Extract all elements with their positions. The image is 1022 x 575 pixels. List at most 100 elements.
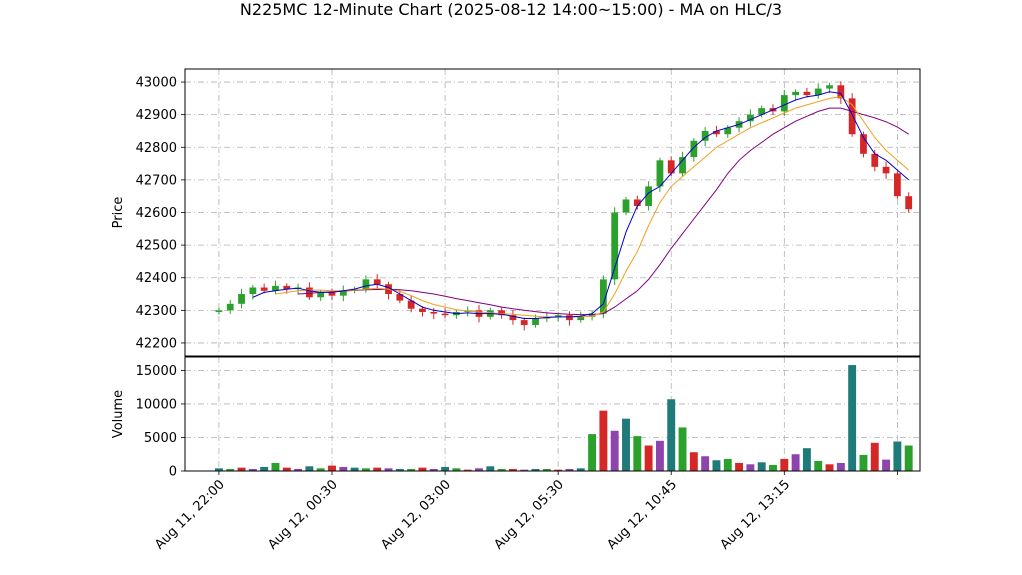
candle-body bbox=[419, 308, 426, 312]
volume-bar bbox=[791, 454, 800, 471]
candle-body bbox=[339, 290, 347, 296]
candle-body bbox=[272, 285, 279, 291]
price-tick-label: 42700 bbox=[136, 173, 177, 188]
x-tick-label: Aug 12, 00:30 bbox=[265, 477, 341, 553]
moving-averages bbox=[252, 91, 910, 319]
volume-bar bbox=[226, 468, 235, 471]
volume-bar bbox=[723, 458, 732, 471]
candle-body bbox=[249, 287, 257, 295]
volume-bar bbox=[599, 410, 608, 471]
volume-axis-label: Volume bbox=[111, 390, 126, 438]
volume-bar bbox=[339, 466, 348, 471]
price-tick-label: 42400 bbox=[136, 271, 177, 286]
volume-bar bbox=[282, 467, 291, 471]
volume-bar bbox=[610, 430, 619, 471]
volume-bar bbox=[870, 442, 879, 471]
candle-body bbox=[893, 173, 901, 197]
volume-bar bbox=[814, 460, 823, 471]
volume-bar bbox=[260, 466, 269, 471]
volume-bar bbox=[452, 468, 461, 471]
x-tick-label: Aug 12, 13:15 bbox=[718, 477, 794, 553]
candle-body bbox=[362, 279, 370, 290]
candle-body bbox=[622, 199, 630, 213]
candle-body bbox=[238, 294, 245, 304]
volume-bar bbox=[294, 468, 303, 471]
ma-slow-line bbox=[298, 107, 909, 316]
chart-title: N225MC 12-Minute Chart (2025-08-12 14:00… bbox=[239, 0, 783, 19]
volume-bar bbox=[904, 445, 913, 471]
price-tick-label: 42300 bbox=[136, 304, 177, 319]
volume-bar bbox=[316, 468, 325, 471]
volume-tick-label: 5000 bbox=[144, 431, 177, 446]
volume-bar bbox=[520, 469, 529, 471]
volume-bar bbox=[237, 467, 246, 471]
candle-body bbox=[837, 85, 845, 99]
volume-tick-label: 10000 bbox=[136, 397, 177, 412]
candle-body bbox=[713, 130, 720, 135]
x-tick-label: Aug 12, 03:00 bbox=[378, 477, 454, 553]
volume-bar bbox=[384, 468, 393, 471]
volume-bar bbox=[746, 464, 755, 471]
candle-body bbox=[746, 114, 754, 122]
candle-body bbox=[826, 85, 833, 89]
x-tick-label: Aug 12, 05:30 bbox=[491, 477, 567, 553]
volume-bar bbox=[463, 469, 472, 471]
candle-body bbox=[260, 287, 268, 291]
volume-bar bbox=[373, 467, 382, 471]
volume-bar bbox=[248, 468, 257, 471]
volume-bar bbox=[667, 399, 676, 471]
volume-bar bbox=[407, 468, 416, 471]
volume-bar bbox=[395, 468, 404, 471]
volume-bar bbox=[214, 468, 223, 471]
volume-bar bbox=[542, 468, 551, 471]
volume-tick-label: 0 bbox=[169, 465, 177, 480]
candle-body bbox=[520, 320, 528, 326]
candle-body bbox=[532, 318, 539, 326]
candle-body bbox=[407, 300, 415, 309]
candle-body bbox=[871, 153, 879, 167]
candle-body bbox=[498, 310, 506, 316]
candle-body bbox=[226, 303, 234, 311]
volume-bar bbox=[565, 468, 574, 471]
candle-body bbox=[814, 88, 822, 96]
volume-panel-frame bbox=[184, 356, 921, 472]
volume-bars bbox=[214, 365, 913, 471]
volume-bar bbox=[882, 459, 891, 471]
price-tick-label: 42900 bbox=[136, 108, 177, 123]
price-tick-label: 42500 bbox=[136, 239, 177, 254]
candle-body bbox=[905, 196, 913, 210]
candle-body bbox=[577, 316, 585, 321]
candle-body bbox=[848, 98, 856, 135]
ma-mid-line bbox=[275, 96, 910, 318]
volume-bar bbox=[802, 448, 811, 471]
candle-body bbox=[554, 315, 562, 317]
candle-body bbox=[701, 130, 709, 141]
volume-bar bbox=[554, 469, 563, 471]
volume-bar bbox=[633, 436, 642, 471]
volume-bar bbox=[508, 468, 517, 471]
candle-body bbox=[656, 160, 664, 187]
candle-body bbox=[441, 313, 449, 316]
candle-body bbox=[679, 157, 686, 174]
volume-bar bbox=[836, 462, 845, 471]
candles bbox=[215, 81, 913, 331]
x-tick-label: Aug 11, 22:00 bbox=[152, 477, 228, 553]
volume-bar bbox=[486, 466, 495, 471]
volume-bar bbox=[497, 468, 506, 471]
candle-body bbox=[792, 91, 800, 96]
candle-body bbox=[780, 95, 788, 112]
axes: 42200 42300 42400 42500 42600 42700 42800 42900… bbox=[111, 68, 921, 553]
x-tick-label: Aug 12, 10:45 bbox=[605, 477, 681, 553]
volume-bar bbox=[350, 467, 359, 471]
volume-bar bbox=[644, 445, 653, 471]
candle-body bbox=[430, 311, 438, 314]
volume-bar bbox=[418, 467, 427, 471]
candle-body bbox=[645, 186, 653, 206]
price-tick-label: 42200 bbox=[136, 336, 177, 351]
candle-body bbox=[758, 108, 766, 115]
volume-bar bbox=[361, 468, 370, 471]
price-tick-label: 42600 bbox=[136, 206, 177, 221]
volume-bar bbox=[712, 460, 721, 471]
candle-body bbox=[566, 315, 573, 321]
volume-bar bbox=[689, 452, 698, 471]
